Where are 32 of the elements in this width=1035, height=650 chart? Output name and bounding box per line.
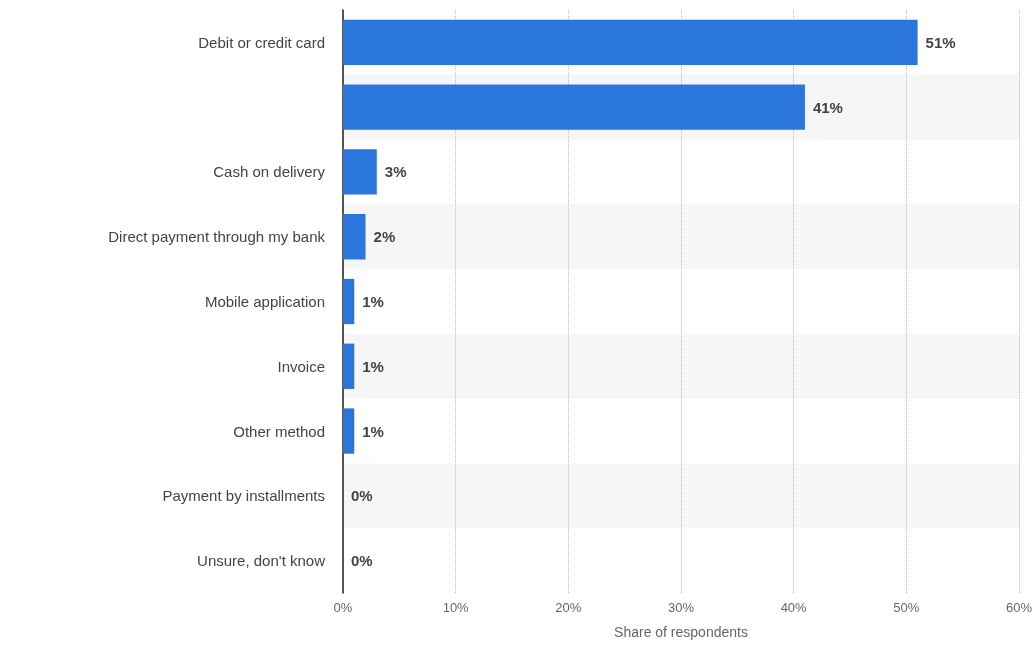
x-tick-label: 0% — [333, 600, 353, 615]
x-tick-label: 20% — [555, 600, 582, 615]
y-tick-label: Other method — [233, 422, 325, 440]
bar — [343, 19, 918, 66]
bar — [343, 343, 355, 389]
data-label: 0% — [351, 552, 373, 570]
x-tick-label: 10% — [442, 600, 470, 615]
bar — [343, 278, 355, 325]
bar — [343, 84, 805, 130]
data-label: 3% — [384, 163, 407, 181]
data-label: 1% — [362, 357, 384, 375]
data-label: 41% — [812, 98, 843, 116]
data-label: 2% — [373, 228, 396, 246]
data-label: 1% — [362, 422, 384, 440]
y-tick-label: Cash on delivery — [213, 163, 326, 181]
x-axis-title: Share of respondents — [614, 624, 748, 640]
data-label: 51% — [925, 33, 956, 51]
x-tick-label: 40% — [780, 600, 808, 615]
bar — [343, 214, 366, 260]
data-label: 1% — [362, 293, 384, 310]
x-tick-label: 30% — [667, 600, 695, 615]
x-tick-label: 50% — [893, 600, 920, 615]
data-label: 0% — [351, 487, 373, 505]
x-tick-label: 60% — [1005, 600, 1033, 615]
y-tick-label: Mobile application — [204, 293, 325, 310]
y-tick-label: Payment by installments — [162, 487, 325, 505]
y-tick-label: Invoice — [277, 357, 325, 375]
y-tick-label: Debit or credit card — [198, 33, 325, 51]
bar — [343, 408, 355, 454]
bar — [343, 149, 377, 195]
y-tick-label: Direct payment through my bank — [108, 228, 326, 246]
y-tick-label: Unsure, don't know — [197, 552, 326, 570]
